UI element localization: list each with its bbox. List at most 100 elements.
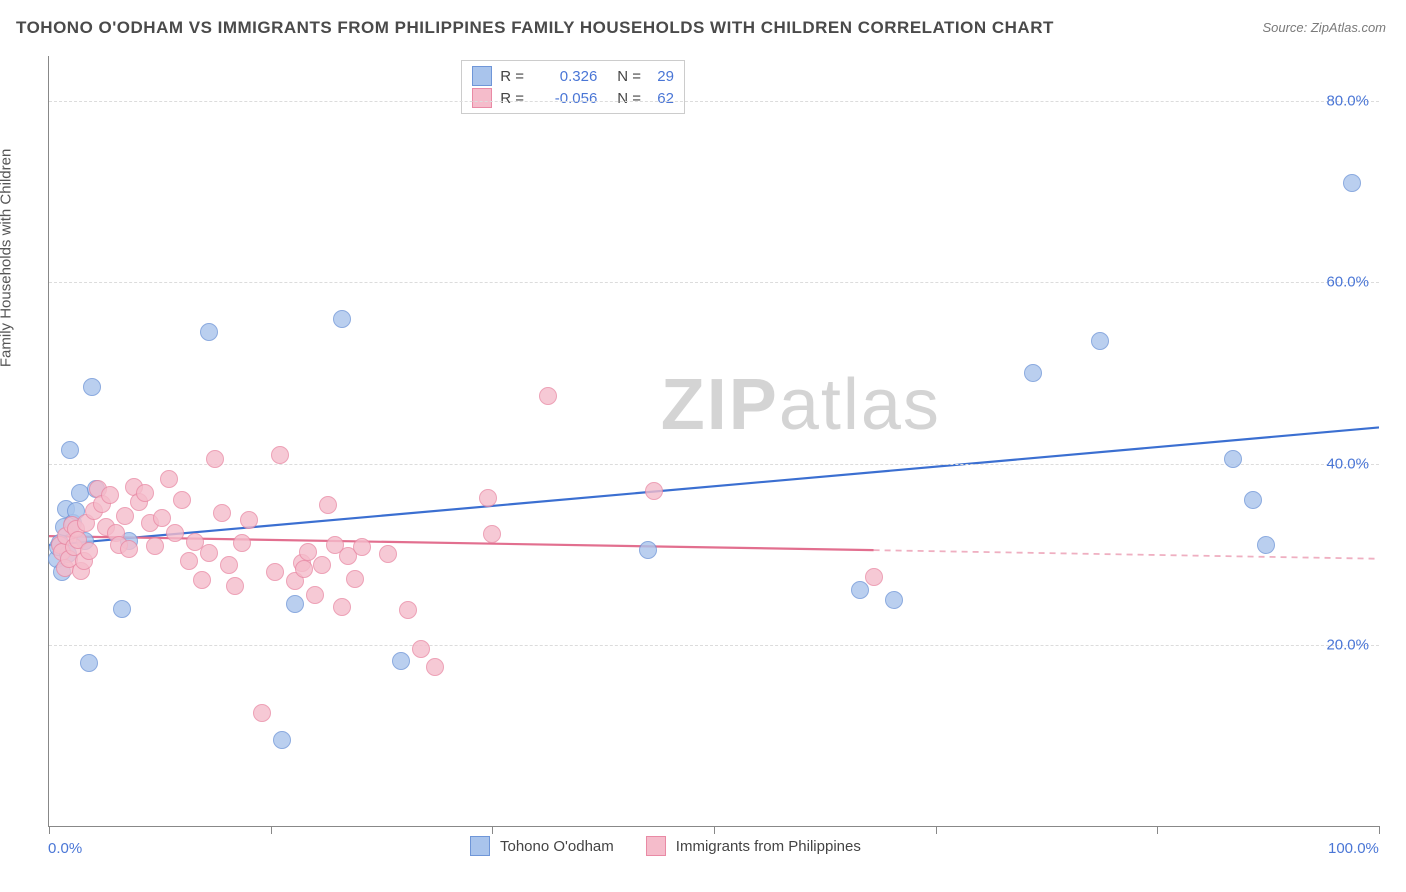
scatter-point-philippines (295, 560, 313, 578)
scatter-point-philippines (333, 598, 351, 616)
x-tick (1379, 826, 1380, 834)
x-tick-label: 100.0% (1328, 840, 1379, 857)
scatter-point-philippines (319, 496, 337, 514)
n-value: 62 (657, 90, 674, 107)
n-label: N = (617, 90, 649, 107)
scatter-point-philippines (306, 586, 324, 604)
scatter-point-philippines (180, 552, 198, 570)
scatter-point-philippines (313, 556, 331, 574)
legend-swatch-tohono (470, 836, 490, 856)
x-tick (936, 826, 937, 834)
legend-stats-box: R = 0.326 N = 29 R = -0.056 N = 62 (461, 60, 685, 114)
gridline-h (49, 464, 1379, 465)
scatter-point-philippines (166, 524, 184, 542)
x-tick (1157, 826, 1158, 834)
scatter-point-philippines (220, 556, 238, 574)
scatter-point-philippines (483, 525, 501, 543)
scatter-point-philippines (240, 511, 258, 529)
scatter-point-philippines (645, 482, 663, 500)
scatter-point-philippines (346, 570, 364, 588)
legend-stats-row-tohono: R = 0.326 N = 29 (472, 65, 674, 87)
scatter-point-philippines (426, 658, 444, 676)
scatter-point-philippines (253, 704, 271, 722)
scatter-point-philippines (160, 470, 178, 488)
scatter-point-philippines (399, 601, 417, 619)
scatter-point-tohono (200, 323, 218, 341)
scatter-point-tohono (113, 600, 131, 618)
scatter-point-philippines (233, 534, 251, 552)
y-axis-label: Family Households with Children (0, 149, 15, 367)
x-tick-label: 0.0% (48, 840, 82, 857)
scatter-point-philippines (412, 640, 430, 658)
x-tick (714, 826, 715, 834)
scatter-point-tohono (333, 310, 351, 328)
scatter-point-tohono (885, 591, 903, 609)
y-tick-label: 60.0% (1326, 274, 1369, 291)
y-tick-label: 40.0% (1326, 455, 1369, 472)
scatter-point-philippines (226, 577, 244, 595)
scatter-point-philippines (173, 491, 191, 509)
watermark: ZIPatlas (661, 364, 941, 446)
legend-stats-row-philippines: R = -0.056 N = 62 (472, 87, 674, 109)
legend-swatch-philippines (646, 836, 666, 856)
scatter-point-tohono (1244, 491, 1262, 509)
x-tick (271, 826, 272, 834)
gridline-h (49, 101, 1379, 102)
scatter-point-philippines (479, 489, 497, 507)
chart-container: TOHONO O'ODHAM VS IMMIGRANTS FROM PHILIP… (0, 0, 1406, 892)
scatter-point-tohono (273, 731, 291, 749)
scatter-point-philippines (206, 450, 224, 468)
scatter-point-tohono (1343, 174, 1361, 192)
legend-bottom: Tohono O'odham Immigrants from Philippine… (470, 836, 883, 856)
scatter-point-tohono (80, 654, 98, 672)
scatter-point-tohono (639, 541, 657, 559)
r-value: 0.326 (542, 68, 597, 85)
scatter-point-philippines (353, 538, 371, 556)
chart-title: TOHONO O'ODHAM VS IMMIGRANTS FROM PHILIP… (16, 18, 1054, 38)
y-tick-label: 80.0% (1326, 93, 1369, 110)
r-label: R = (500, 68, 534, 85)
n-label: N = (617, 68, 649, 85)
scatter-point-philippines (101, 486, 119, 504)
scatter-point-philippines (153, 509, 171, 527)
trendline-philippines-extrapolated (874, 550, 1379, 559)
legend-swatch (472, 88, 492, 108)
scatter-point-philippines (200, 544, 218, 562)
scatter-point-philippines (120, 540, 138, 558)
source-label: Source: ZipAtlas.com (1262, 20, 1386, 35)
scatter-point-philippines (865, 568, 883, 586)
scatter-point-philippines (146, 537, 164, 555)
scatter-point-tohono (1024, 364, 1042, 382)
scatter-point-tohono (61, 441, 79, 459)
scatter-point-philippines (116, 507, 134, 525)
scatter-point-philippines (136, 484, 154, 502)
r-label: R = (500, 90, 534, 107)
legend-swatch (472, 66, 492, 86)
scatter-point-tohono (1224, 450, 1242, 468)
gridline-h (49, 645, 1379, 646)
n-value: 29 (657, 68, 674, 85)
scatter-point-philippines (266, 563, 284, 581)
scatter-point-tohono (851, 581, 869, 599)
scatter-point-tohono (83, 378, 101, 396)
scatter-point-philippines (80, 542, 98, 560)
legend-label-tohono: Tohono O'odham (500, 838, 614, 855)
scatter-point-tohono (286, 595, 304, 613)
legend-label-philippines: Immigrants from Philippines (676, 838, 861, 855)
scatter-point-tohono (1257, 536, 1275, 554)
x-tick (49, 826, 50, 834)
scatter-point-philippines (213, 504, 231, 522)
trend-lines-layer (49, 56, 1379, 826)
y-tick-label: 20.0% (1326, 636, 1369, 653)
scatter-point-tohono (392, 652, 410, 670)
watermark-atlas: atlas (779, 365, 941, 445)
watermark-zip: ZIP (661, 365, 779, 445)
r-value: -0.056 (542, 90, 597, 107)
x-tick (492, 826, 493, 834)
gridline-h (49, 282, 1379, 283)
plot-area: ZIPatlas R = 0.326 N = 29 R = -0.056 N = 62 20.… (48, 56, 1379, 827)
scatter-point-philippines (271, 446, 289, 464)
scatter-point-philippines (379, 545, 397, 563)
scatter-point-philippines (193, 571, 211, 589)
scatter-point-philippines (539, 387, 557, 405)
